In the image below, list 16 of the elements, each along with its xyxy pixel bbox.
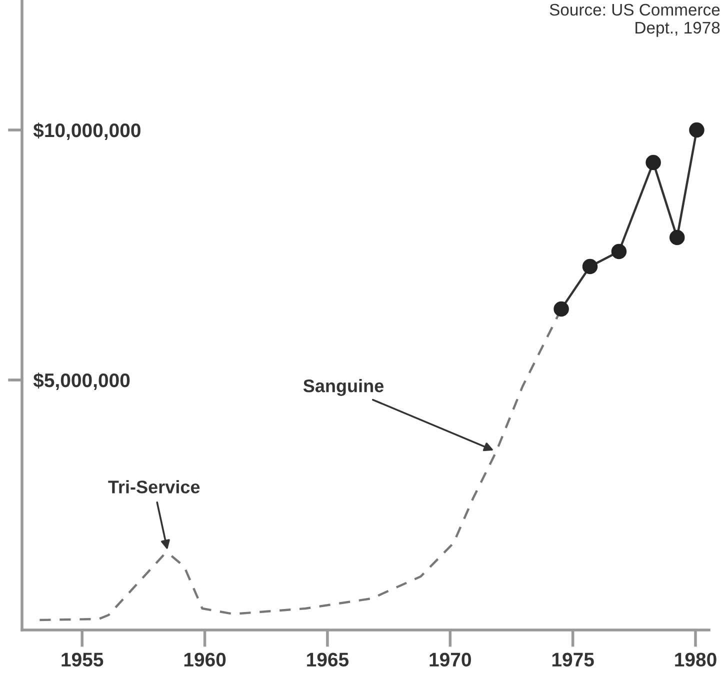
y-tick-label: $10,000,000 [33,122,140,140]
x-tick-label: 1980 [675,652,716,667]
annotation: Tri-Service [108,480,200,494]
point [669,230,685,246]
x-tick-label: 1965 [307,652,349,667]
x-tick-label: 1960 [184,652,226,667]
point [646,154,661,170]
point [582,258,598,274]
annotation: Sanguine [303,379,384,396]
y-tick-label: $5,000,000 [33,372,130,390]
x-tick-label: 1955 [62,652,104,667]
x-tick-label: 1975 [552,652,594,667]
x-tick-label: 1970 [430,652,471,667]
point [611,244,627,260]
annotation: Source: US Commerce Dept., 1978 [550,4,720,37]
point [689,122,704,138]
